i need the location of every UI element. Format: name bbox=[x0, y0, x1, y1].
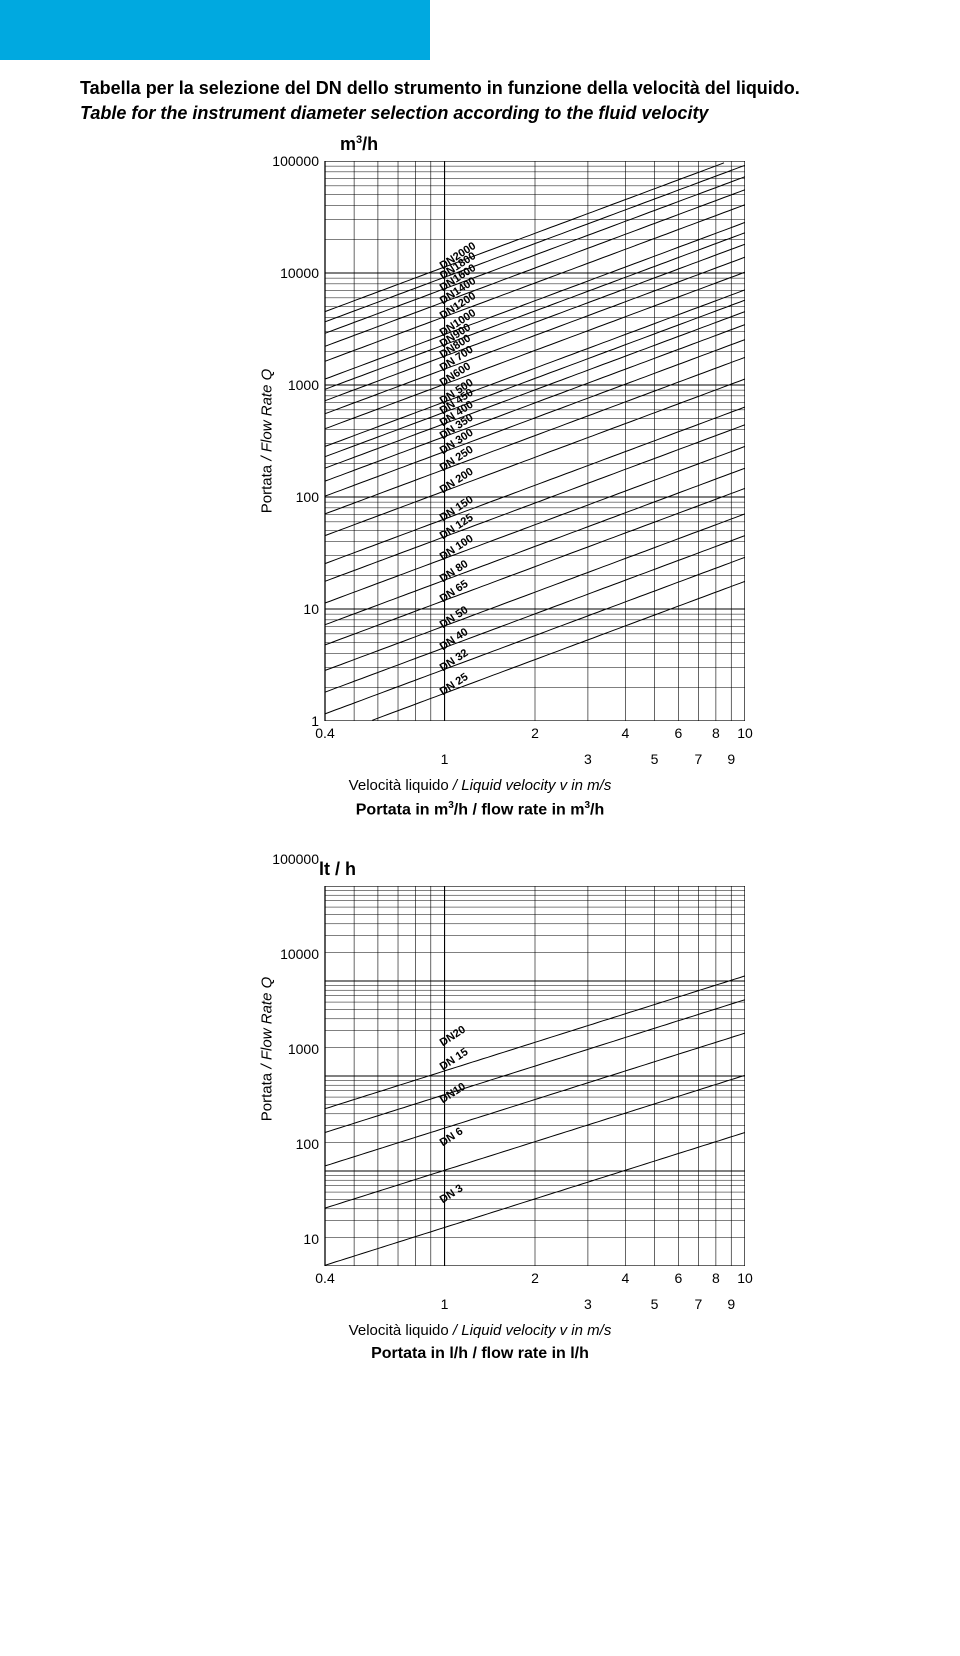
x-tick-label: 1 bbox=[441, 751, 449, 767]
y-tick-label: 100 bbox=[296, 1136, 325, 1152]
x-tick-label: 0.4 bbox=[315, 725, 334, 741]
chart2-x-ticks-row1: 0.4246810 bbox=[215, 1270, 745, 1296]
y-tick-label: 1000 bbox=[288, 377, 325, 393]
x-tick-label: 6 bbox=[674, 1270, 682, 1286]
y-tick-label: 100000 bbox=[272, 153, 325, 169]
x-tick-label: 5 bbox=[651, 1296, 659, 1312]
x-tick-label: 3 bbox=[584, 1296, 592, 1312]
chart1-x-ticks-row1: 0.4246810 bbox=[215, 725, 745, 751]
x-tick-label: 4 bbox=[622, 1270, 630, 1286]
headings: Tabella per la selezione del DN dello st… bbox=[80, 78, 960, 124]
chart1: Portata / Flow Rate Q 100000100001000100… bbox=[215, 161, 745, 819]
x-tick-label: 7 bbox=[695, 751, 703, 767]
y-tick-label: 10 bbox=[303, 1231, 325, 1247]
x-tick-label: 9 bbox=[727, 751, 735, 767]
header-accent-block bbox=[0, 0, 430, 60]
heading-it: Tabella per la selezione del DN dello st… bbox=[80, 78, 960, 99]
x-tick-label: 8 bbox=[712, 1270, 720, 1286]
chart1-plot bbox=[215, 161, 745, 721]
chart1-y-axis-label: Portata / Flow Rate Q bbox=[258, 369, 276, 514]
y-tick-label: 1000 bbox=[288, 1041, 325, 1057]
chart1-x-ticks-row2: 1 3 5 7 9 bbox=[215, 751, 745, 771]
chart2-x-axis-label: Velocità liquido / Liquid velocity v in … bbox=[215, 1322, 745, 1339]
chart2-y-axis-label: Portata / Flow Rate Q bbox=[258, 977, 276, 1122]
y-tick-label: 100 bbox=[296, 489, 325, 505]
x-tick-label: 3 bbox=[584, 751, 592, 767]
x-tick-label: 1 bbox=[441, 1296, 449, 1312]
x-tick-label: 0.4 bbox=[315, 1270, 334, 1286]
y-tick-label: 100000 bbox=[272, 851, 325, 867]
x-tick-label: 10 bbox=[737, 725, 753, 741]
x-tick-label: 5 bbox=[651, 751, 659, 767]
page: Tabella per la selezione del DN dello st… bbox=[0, 0, 960, 1363]
chart1-unit-label: m3/h bbox=[340, 134, 960, 155]
x-tick-label: 6 bbox=[674, 725, 682, 741]
y-tick-label: 10 bbox=[303, 601, 325, 617]
chart2-x-ticks-row2: 1 3 5 7 9 bbox=[215, 1296, 745, 1316]
chart2-caption: Portata in l/h / flow rate in l/h bbox=[215, 1345, 745, 1363]
x-tick-label: 4 bbox=[622, 725, 630, 741]
y-tick-label: 10000 bbox=[280, 265, 325, 281]
x-tick-label: 10 bbox=[737, 1270, 753, 1286]
heading-en: Table for the instrument diameter select… bbox=[80, 103, 960, 124]
chart1-caption: Portata in m3/h / flow rate in m3/h bbox=[215, 800, 745, 819]
x-tick-label: 2 bbox=[531, 725, 539, 741]
chart2: lt / h Portata / Flow Rate Q 10000010000… bbox=[215, 859, 745, 1363]
x-tick-label: 9 bbox=[727, 1296, 735, 1312]
x-tick-label: 8 bbox=[712, 725, 720, 741]
x-tick-label: 2 bbox=[531, 1270, 539, 1286]
chart2-plot bbox=[215, 886, 745, 1266]
chart2-unit-label: lt / h bbox=[319, 859, 745, 880]
y-tick-label: 10000 bbox=[280, 946, 325, 962]
chart1-x-axis-label: Velocità liquido / Liquid velocity v in … bbox=[215, 777, 745, 794]
x-tick-label: 7 bbox=[695, 1296, 703, 1312]
